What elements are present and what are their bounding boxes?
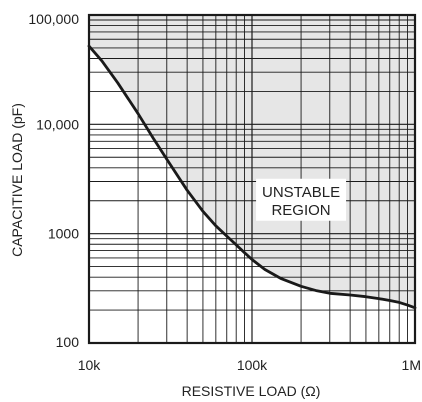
plot-frame [87, 13, 417, 345]
annotation-text: UNSTABLE [262, 184, 340, 201]
x-tick-labels: 10k 100k 1M [78, 357, 421, 373]
y-tick-label: 1000 [48, 226, 79, 242]
annotation-text: REGION [271, 202, 330, 219]
y-axis-title: CAPACITIVE LOAD (pF) [9, 103, 25, 257]
annotation-background [256, 178, 347, 221]
y-tick-label: 100 [56, 334, 80, 350]
x-tick-label: 100k [237, 357, 268, 373]
x-tick-label: 1M [402, 357, 421, 373]
curve [87, 44, 417, 310]
y-tick-label: 100,000 [28, 11, 79, 27]
y-tick-labels: 100 1000 10,000 100,000 [28, 11, 79, 350]
y-tick-label: 10,000 [36, 116, 79, 132]
x-axis-title: RESISTIVE LOAD (Ω) [182, 383, 321, 399]
stability-boundary-line [87, 44, 417, 310]
grid [89, 15, 415, 343]
x-tick-label: 10k [78, 357, 102, 373]
